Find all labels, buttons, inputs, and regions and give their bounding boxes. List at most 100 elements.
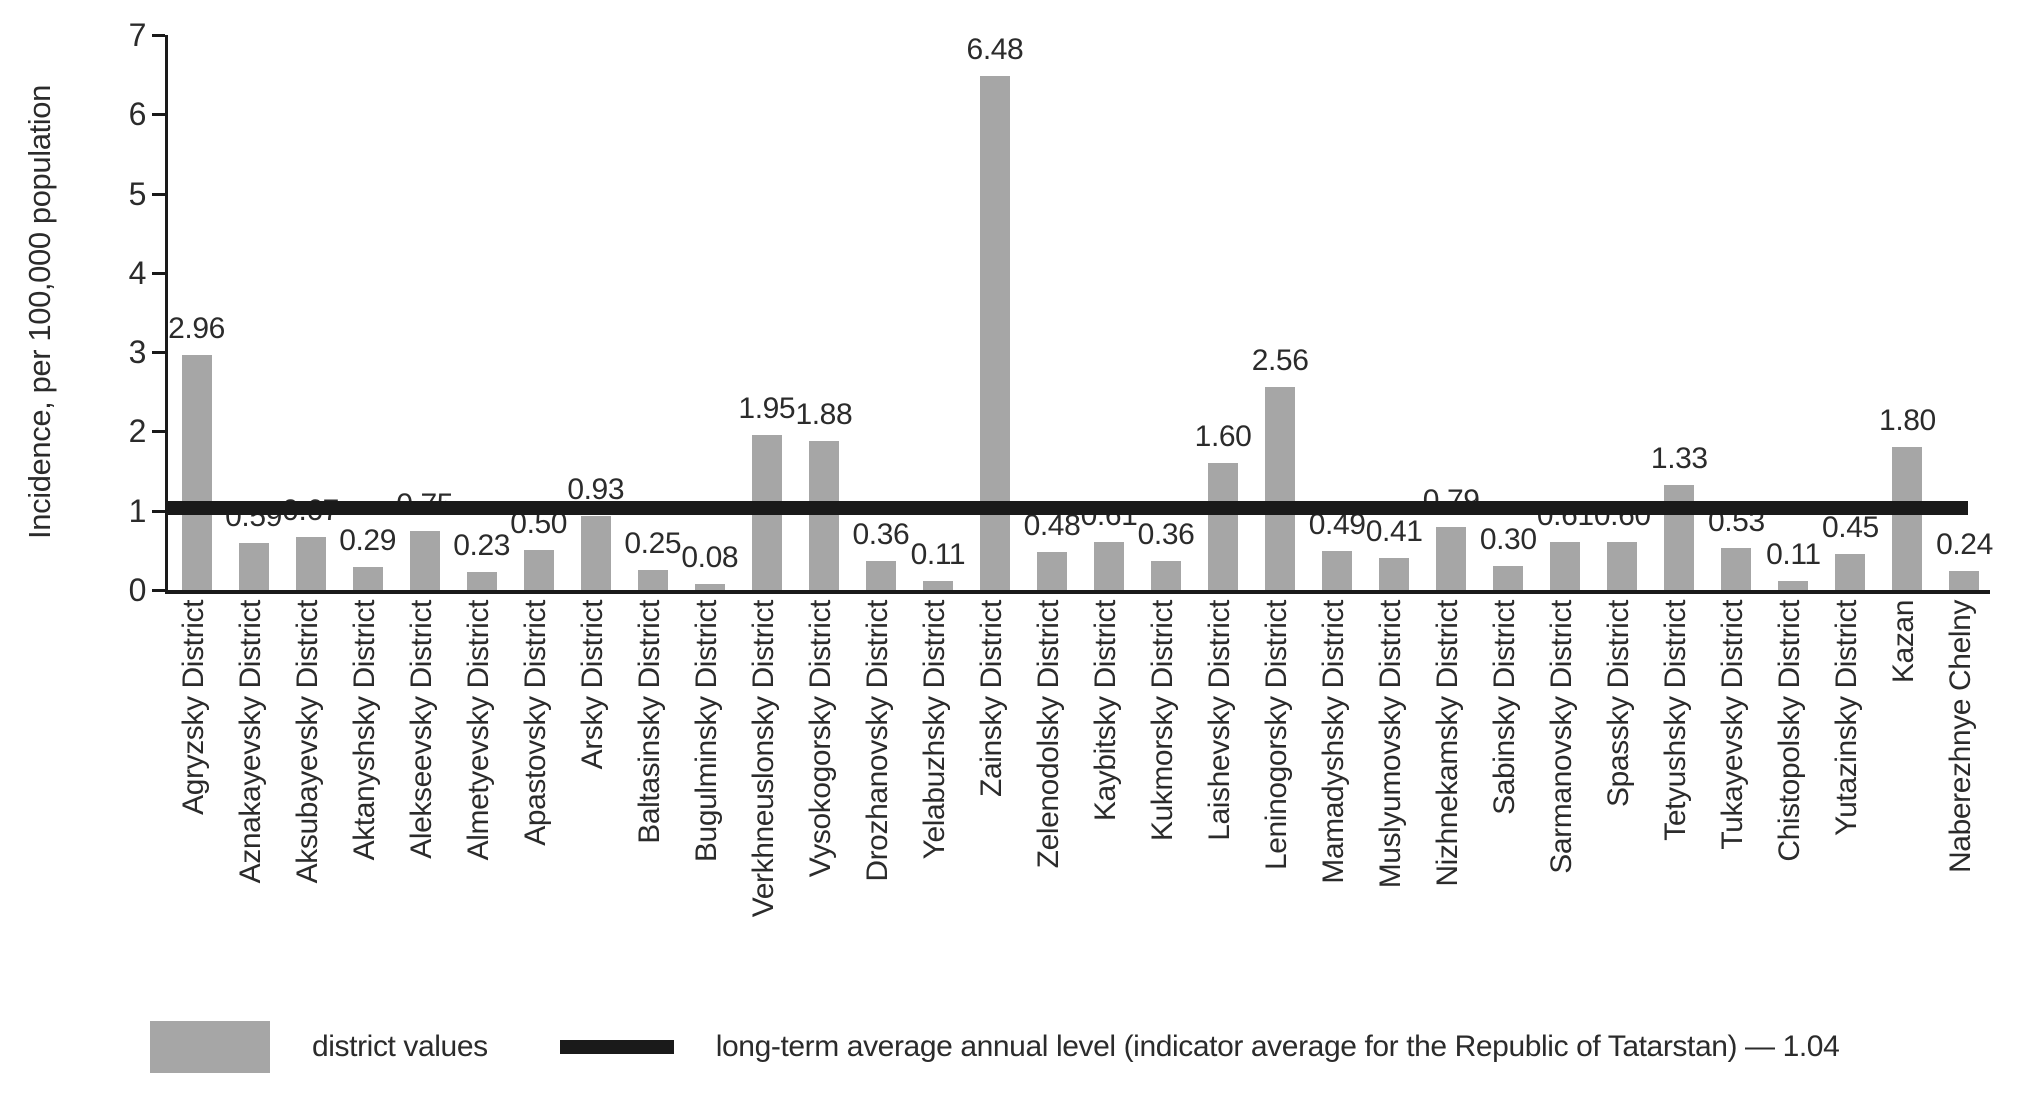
bar	[1436, 527, 1467, 590]
x-axis-label: Tetyushsky District	[1659, 600, 1693, 841]
x-axis-label: Alekseevsky District	[404, 600, 438, 859]
x-axis-label: Almetyevsky District	[461, 600, 495, 861]
bar	[1778, 581, 1809, 590]
bar	[922, 581, 953, 590]
legend: district values long-term average annual…	[150, 1018, 1840, 1076]
bar	[1379, 557, 1410, 590]
bar	[808, 440, 839, 590]
bar-value-label: 1.33	[1650, 441, 1708, 475]
legend-bar-label: district values	[312, 1030, 488, 1063]
y-tick-mark	[152, 271, 165, 275]
y-tick-mark	[152, 192, 165, 196]
y-tick-mark	[152, 34, 165, 37]
bar	[352, 567, 383, 590]
y-tick-mark	[152, 113, 165, 117]
bar	[637, 570, 668, 590]
x-axis-label: Spassky District	[1602, 600, 1636, 807]
bar	[1322, 551, 1353, 590]
x-axis-label: Kaybitsky District	[1089, 600, 1123, 822]
x-axis-label: Kukmorsky District	[1146, 600, 1180, 842]
legend-bar-swatch	[150, 1021, 270, 1073]
x-axis-label: Vysokogorsky District	[803, 600, 837, 878]
y-tick-label: 4	[128, 254, 147, 291]
x-axis-labels: Agryzsky District Aznakayevsky District Ak…	[165, 600, 1987, 980]
bar-value-label: 0.36	[1137, 518, 1195, 552]
bar-value-label: 0.08	[681, 540, 739, 574]
bar-value-label: 0.36	[852, 518, 910, 552]
x-axis-label: Zelenodolsky District	[1031, 600, 1065, 869]
y-tick-label: 3	[128, 334, 147, 371]
y-tick-mark	[152, 509, 165, 513]
x-axis-label: Muslyumovsky District	[1374, 600, 1408, 889]
x-axis-label: Bugulminsky District	[689, 600, 723, 863]
average-line	[168, 500, 1968, 515]
bar-value-label: 0.48	[1023, 508, 1081, 542]
x-axis-label: Aznakayevsky District	[233, 600, 267, 884]
bar-value-label: 2.56	[1251, 344, 1309, 378]
bar	[1094, 541, 1125, 590]
bar	[466, 571, 497, 590]
bar	[1949, 570, 1980, 590]
bar	[580, 516, 611, 590]
y-tick-label: 7	[128, 17, 147, 53]
x-axis-label: Nizhnekamsky District	[1431, 600, 1465, 887]
x-axis-label: Sabinsky District	[1488, 600, 1522, 815]
bar-value-label: 0.29	[339, 524, 397, 558]
y-tick-label: 2	[128, 413, 147, 450]
x-axis-label: Zainsky District	[974, 600, 1008, 797]
y-tick-label: 5	[128, 175, 147, 212]
x-axis-label: Agryzsky District	[176, 600, 210, 815]
bar-value-label: 1.95	[738, 392, 796, 426]
x-axis-label: Kazan	[1887, 600, 1921, 684]
bar-value-label: 0.93	[567, 473, 625, 507]
bar-value-label: 1.80	[1879, 404, 1936, 438]
bar-value-label: 0.24	[1936, 527, 1993, 561]
bar-value-label: 1.88	[795, 397, 853, 431]
x-axis-label: Mamadyshsky District	[1317, 600, 1351, 884]
x-axis-label: Leninogorsky District	[1260, 600, 1294, 871]
x-axis-label: Apastovsky District	[518, 600, 552, 846]
x-axis-label: Tukayevsky District	[1716, 600, 1750, 850]
bar	[865, 561, 896, 590]
bar	[1835, 554, 1866, 590]
bar	[1550, 541, 1581, 590]
x-axis-label: Naberezhnye Chelny	[1944, 600, 1978, 873]
x-axis-label: Baltasinsky District	[632, 600, 666, 844]
y-tick-label: 0	[128, 572, 147, 608]
bar	[1265, 387, 1296, 590]
x-axis-label: Yelabuzhsky District	[917, 600, 951, 860]
bar-value-label: 0.11	[1766, 538, 1821, 572]
bar-value-label: 1.60	[1194, 420, 1252, 454]
bar	[1721, 547, 1752, 590]
y-tick-mark	[152, 351, 165, 355]
bar-value-label: 0.30	[1479, 523, 1537, 557]
plot-area: 2.960.590.670.290.750.230.500.930.250.08…	[165, 33, 1993, 594]
bar	[1151, 561, 1182, 590]
bar	[181, 355, 212, 590]
x-axis-label: Sarmanovsky District	[1545, 600, 1579, 874]
bar-value-label: 0.23	[453, 528, 511, 562]
x-axis-label: Verkhneuslonsky District	[746, 600, 780, 918]
bar	[1892, 447, 1923, 590]
bar	[295, 536, 326, 590]
legend-line-swatch	[559, 1040, 674, 1054]
bar	[1493, 566, 1524, 590]
x-axis-label: Drozhanovsky District	[860, 600, 894, 882]
bar-value-label: 0.45	[1822, 511, 1879, 545]
bar-value-label: 0.11	[910, 538, 966, 572]
bar	[523, 550, 554, 590]
bar	[1208, 463, 1239, 590]
bar	[1607, 542, 1638, 590]
y-tick-mark	[152, 430, 165, 434]
x-axis-label: Chistopolsky District	[1773, 600, 1807, 862]
bar-value-label: 6.48	[966, 33, 1024, 67]
bar-value-label: 0.41	[1365, 514, 1423, 548]
bar-value-label: 0.25	[624, 527, 682, 561]
x-axis-label: Aksubayevsky District	[290, 600, 324, 884]
bar	[409, 530, 440, 590]
x-axis-label: Yutazinsky District	[1830, 600, 1864, 836]
bar	[694, 583, 725, 590]
x-axis-label: Laishevsky District	[1203, 600, 1237, 841]
bar	[1036, 551, 1067, 590]
